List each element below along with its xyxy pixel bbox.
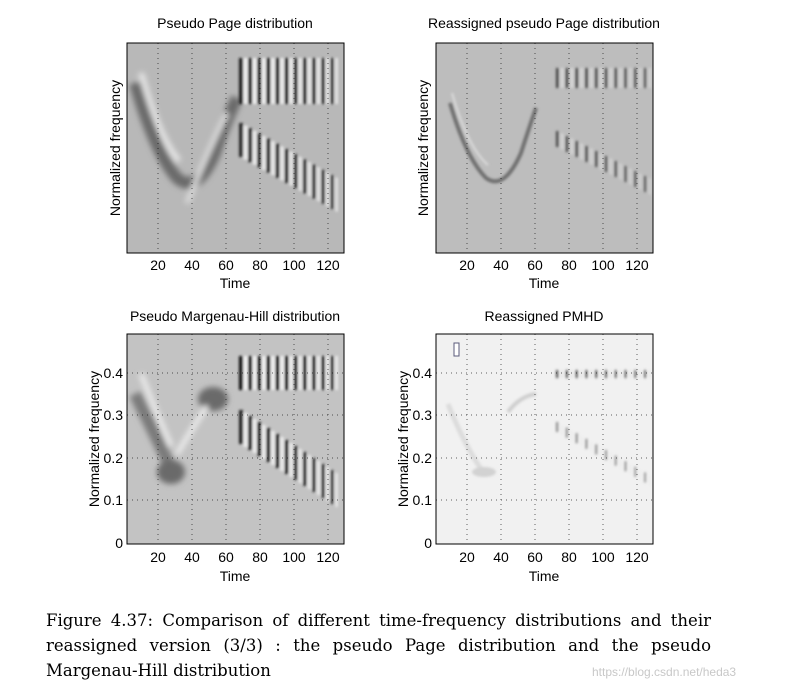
plot-area (127, 334, 344, 544)
x-tick-label: 40 (184, 549, 200, 565)
x-ticks: 20 40 60 80 100 120 (459, 257, 649, 273)
x-tick-label: 120 (625, 257, 649, 273)
plot-area (436, 334, 653, 544)
x-axis-label: Time (220, 275, 251, 291)
x-ticks: 20 40 60 80 100 120 (150, 257, 340, 273)
y-tick-label: 0 (424, 535, 432, 551)
x-tick-label: 100 (282, 257, 306, 273)
x-tick-label: 40 (184, 257, 200, 273)
panel-title: Reassigned pseudo Page distribution (428, 15, 660, 31)
plot-area (436, 43, 653, 253)
y-tick-label: 0.1 (104, 492, 124, 508)
y-axis-label: Normalized frequency (395, 371, 411, 507)
panel-pseudo-margenau-hill: Pseudo Margenau-Hill distribution 0 (86, 308, 345, 584)
x-axis-label: Time (220, 568, 251, 584)
panel-pseudo-page: Pseudo Page distribution 20 40 60 80 100… (107, 15, 345, 291)
x-tick-label: 80 (561, 549, 577, 565)
y-ticks: 0 0.1 0.2 0.3 0.4 (104, 365, 124, 551)
y-axis-label: Normalized frequency (86, 371, 102, 507)
x-axis-label: Time (529, 568, 560, 584)
y-axis-label: Normalized frequency (415, 80, 431, 216)
x-tick-label: 120 (625, 549, 649, 565)
x-tick-label: 80 (252, 549, 268, 565)
x-axis-label: Time (529, 275, 560, 291)
x-tick-label: 40 (493, 549, 509, 565)
x-tick-label: 100 (282, 549, 306, 565)
x-tick-label: 60 (527, 549, 543, 565)
panel-title: Reassigned PMHD (484, 308, 603, 324)
x-ticks: 20 40 60 80 100 120 (459, 549, 649, 565)
y-ticks: 0 0.1 0.2 0.3 0.4 (413, 365, 433, 551)
x-tick-label: 20 (150, 257, 166, 273)
y-tick-label: 0.1 (413, 492, 433, 508)
x-tick-label: 100 (591, 257, 615, 273)
watermark: https://blog.csdn.net/heda3 (592, 665, 737, 679)
y-tick-label: 0.4 (413, 365, 433, 381)
x-tick-label: 60 (218, 257, 234, 273)
x-tick-label: 60 (218, 549, 234, 565)
y-tick-label: 0.2 (413, 450, 433, 466)
legend-marker (453, 342, 460, 357)
panel-title: Pseudo Page distribution (157, 15, 313, 31)
x-tick-label: 80 (561, 257, 577, 273)
y-axis-label: Normalized frequency (107, 80, 123, 216)
x-tick-label: 120 (316, 257, 340, 273)
x-tick-label: 40 (493, 257, 509, 273)
x-tick-label: 20 (459, 549, 475, 565)
x-tick-label: 60 (527, 257, 543, 273)
x-tick-label: 20 (459, 257, 475, 273)
y-tick-label: 0 (115, 535, 123, 551)
y-tick-label: 0.3 (104, 407, 124, 423)
x-tick-label: 80 (252, 257, 268, 273)
x-tick-label: 120 (316, 549, 340, 565)
x-ticks: 20 40 60 80 100 120 (150, 549, 340, 565)
x-tick-label: 20 (150, 549, 166, 565)
x-tick-label: 100 (591, 549, 615, 565)
panel-title: Pseudo Margenau-Hill distribution (130, 308, 340, 324)
panel-reassigned-pmhd: Reassigned PMHD 0 0.1 0.2 0.3 (395, 308, 654, 584)
y-tick-label: 0.3 (413, 407, 433, 423)
plot-area (127, 43, 344, 253)
y-tick-label: 0.4 (104, 365, 124, 381)
y-tick-label: 0.2 (104, 450, 124, 466)
panel-reassigned-pseudo-page: Reassigned pseudo Page distribution 20 4… (415, 15, 660, 291)
figure-caption: Figure 4.37: Comparison of different tim… (46, 611, 711, 680)
